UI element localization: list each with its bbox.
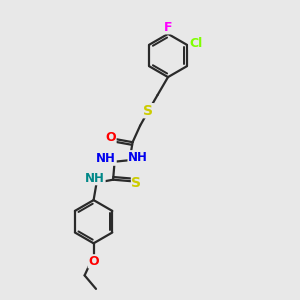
Text: O: O <box>88 255 99 268</box>
Text: NH: NH <box>96 152 116 165</box>
Text: S: S <box>131 176 142 190</box>
Text: NH: NH <box>85 172 105 185</box>
Text: S: S <box>143 104 154 118</box>
Text: NH: NH <box>128 151 148 164</box>
Text: Cl: Cl <box>189 37 202 50</box>
Text: O: O <box>105 131 116 144</box>
Text: F: F <box>164 21 172 34</box>
